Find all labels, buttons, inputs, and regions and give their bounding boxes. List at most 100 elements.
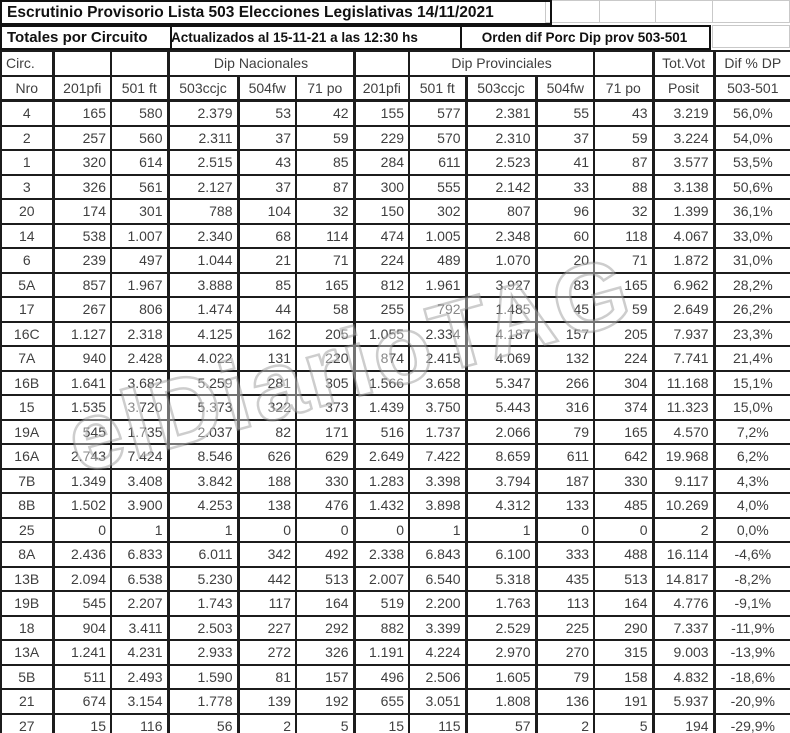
value-cell[interactable]: 807 [464, 198, 538, 225]
value-cell[interactable]: 4.312 [464, 492, 538, 519]
value-cell[interactable]: 300 [352, 173, 411, 200]
value-cell[interactable]: 224 [593, 345, 655, 372]
value-cell[interactable]: 5.937 [651, 688, 716, 715]
value-cell[interactable]: 171 [294, 418, 356, 445]
circuit-cell[interactable]: 4 [0, 99, 54, 127]
value-cell[interactable]: 165 [593, 271, 655, 298]
value-cell[interactable]: 114 [294, 222, 356, 249]
dif-header[interactable]: Dif % DP [712, 50, 790, 77]
value-cell[interactable]: 139 [236, 688, 297, 715]
value-cell[interactable]: 497 [110, 247, 169, 274]
value-cell[interactable]: 188 [236, 467, 297, 494]
value-cell[interactable]: 32 [294, 198, 356, 225]
value-cell[interactable]: 3.051 [408, 688, 468, 715]
value-cell[interactable]: 4.224 [408, 639, 468, 666]
value-cell[interactable]: 511 [51, 663, 112, 690]
value-cell[interactable]: 158 [593, 663, 655, 690]
value-cell[interactable]: 2.310 [464, 124, 538, 151]
value-cell[interactable]: 3.794 [464, 467, 538, 494]
value-cell[interactable]: 4.231 [110, 639, 169, 666]
empty-header[interactable] [110, 50, 169, 77]
value-cell[interactable]: 333 [534, 541, 596, 568]
value-cell[interactable]: 1.005 [408, 222, 468, 249]
value-cell[interactable]: 3.888 [166, 271, 239, 298]
value-cell[interactable]: 330 [593, 467, 655, 494]
value-cell[interactable]: 3.842 [166, 467, 239, 494]
value-cell[interactable]: 655 [352, 688, 411, 715]
value-cell[interactable]: 1 [166, 516, 239, 543]
value-cell[interactable]: 2.094 [51, 565, 112, 592]
value-cell[interactable]: 326 [51, 173, 112, 200]
value-cell[interactable]: 19.968 [651, 443, 716, 470]
value-cell[interactable]: 1 [464, 516, 538, 543]
value-cell[interactable]: 7.422 [408, 443, 468, 470]
value-cell[interactable]: 6.540 [408, 565, 468, 592]
col-71po-nac[interactable]: 71 po [294, 74, 356, 102]
value-cell[interactable]: 118 [593, 222, 655, 249]
value-cell[interactable]: 3.138 [651, 173, 716, 200]
value-cell[interactable]: 266 [534, 369, 596, 396]
value-cell[interactable]: 55 [534, 99, 596, 127]
value-cell[interactable]: 857 [51, 271, 112, 298]
value-cell[interactable]: 513 [294, 565, 356, 592]
value-cell[interactable]: 96 [534, 198, 596, 225]
value-cell[interactable]: 626 [236, 443, 297, 470]
value-cell[interactable]: 577 [408, 99, 468, 127]
value-cell[interactable]: 3.927 [464, 271, 538, 298]
value-cell[interactable]: 2.933 [166, 639, 239, 666]
value-cell[interactable]: 229 [352, 124, 411, 151]
circuit-cell[interactable]: 2 [0, 124, 54, 151]
value-cell[interactable]: -8,2% [712, 565, 790, 592]
value-cell[interactable]: 43 [236, 149, 297, 176]
value-cell[interactable]: 2.340 [166, 222, 239, 249]
col-201pfi-nac[interactable]: 201pfi [51, 74, 112, 102]
circuit-cell[interactable]: 15 [0, 394, 54, 421]
circuit-cell[interactable]: 8B [0, 492, 54, 519]
value-cell[interactable]: 1.590 [166, 663, 239, 690]
value-cell[interactable]: 36,1% [712, 198, 790, 225]
col-504fw-nac[interactable]: 504fw [236, 74, 297, 102]
value-cell[interactable]: 1.778 [166, 688, 239, 715]
value-cell[interactable]: 1.641 [51, 369, 112, 396]
value-cell[interactable]: 33,0% [712, 222, 790, 249]
col-201pfi-prov[interactable]: 201pfi [352, 74, 411, 102]
value-cell[interactable]: 316 [534, 394, 596, 421]
value-cell[interactable]: 33 [534, 173, 596, 200]
value-cell[interactable]: 561 [110, 173, 169, 200]
value-cell[interactable]: 2.529 [464, 614, 538, 641]
value-cell[interactable]: 115 [408, 712, 468, 733]
value-cell[interactable]: 1.055 [352, 320, 411, 347]
value-cell[interactable]: 3.224 [651, 124, 716, 151]
value-cell[interactable]: 2.428 [110, 345, 169, 372]
value-cell[interactable]: 272 [236, 639, 297, 666]
value-cell[interactable]: 0,0% [712, 516, 790, 543]
value-cell[interactable]: 57 [464, 712, 538, 733]
value-cell[interactable]: 6.538 [110, 565, 169, 592]
value-cell[interactable]: 11.168 [651, 369, 716, 396]
col-504fw-prov[interactable]: 504fw [534, 74, 596, 102]
value-cell[interactable]: 37 [534, 124, 596, 151]
value-cell[interactable]: 87 [294, 173, 356, 200]
value-cell[interactable]: 2 [236, 712, 297, 733]
value-cell[interactable]: 85 [294, 149, 356, 176]
value-cell[interactable]: 1.241 [51, 639, 112, 666]
value-cell[interactable]: 1.743 [166, 590, 239, 617]
value-cell[interactable]: 284 [352, 149, 411, 176]
value-cell[interactable]: 435 [534, 565, 596, 592]
value-cell[interactable]: 4.776 [651, 590, 716, 617]
value-cell[interactable]: 1.007 [110, 222, 169, 249]
value-cell[interactable]: 81 [236, 663, 297, 690]
circuit-cell[interactable]: 16C [0, 320, 54, 347]
circuit-cell[interactable]: 16B [0, 369, 54, 396]
dip-provinciales-header[interactable]: Dip Provinciales [408, 50, 596, 77]
value-cell[interactable]: 1.474 [166, 296, 239, 323]
col-501ft-nac[interactable]: 501 ft [110, 74, 169, 102]
value-cell[interactable]: 1.349 [51, 467, 112, 494]
circuit-cell[interactable]: 21 [0, 688, 54, 715]
value-cell[interactable]: 315 [593, 639, 655, 666]
value-cell[interactable]: 1.432 [352, 492, 411, 519]
value-cell[interactable]: -4,6% [712, 541, 790, 568]
value-cell[interactable]: 0 [534, 516, 596, 543]
value-cell[interactable]: 3.398 [408, 467, 468, 494]
value-cell[interactable]: 5.318 [464, 565, 538, 592]
